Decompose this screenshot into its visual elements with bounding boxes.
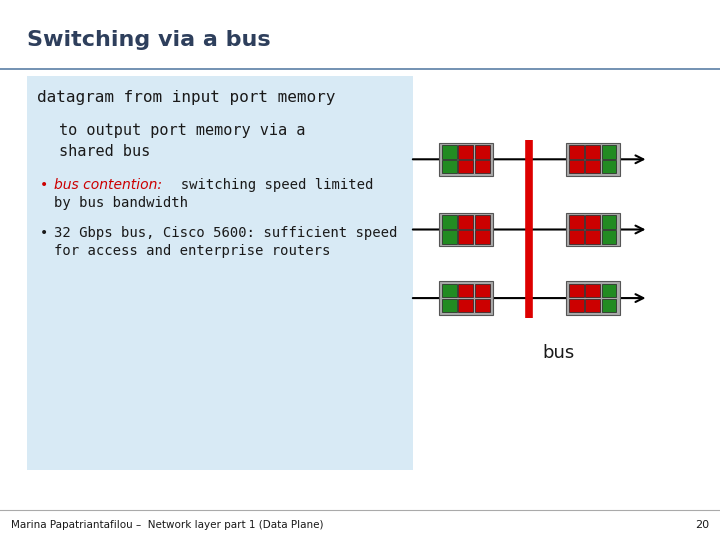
Bar xyxy=(459,215,473,229)
Bar xyxy=(569,215,583,229)
Bar xyxy=(442,284,456,298)
Bar xyxy=(442,145,456,159)
Bar xyxy=(601,299,616,312)
Bar xyxy=(585,299,600,312)
Bar xyxy=(569,160,583,173)
Text: shared bus: shared bus xyxy=(59,144,150,159)
Bar xyxy=(569,145,583,159)
Bar xyxy=(442,230,456,244)
Bar xyxy=(442,215,456,229)
Bar xyxy=(459,145,473,159)
Text: •: • xyxy=(40,226,48,240)
Bar xyxy=(569,299,583,312)
Bar xyxy=(585,215,600,229)
Bar xyxy=(439,213,493,246)
Text: by bus bandwidth: by bus bandwidth xyxy=(54,195,188,210)
Bar xyxy=(459,284,473,298)
Text: bus: bus xyxy=(542,343,574,362)
FancyBboxPatch shape xyxy=(27,76,413,470)
Bar xyxy=(459,230,473,244)
Text: to output port memory via a: to output port memory via a xyxy=(59,123,305,138)
Bar xyxy=(475,215,490,229)
Bar xyxy=(585,284,600,298)
Bar xyxy=(442,299,456,312)
Bar xyxy=(459,299,473,312)
Bar xyxy=(601,230,616,244)
Bar xyxy=(601,145,616,159)
Bar xyxy=(569,230,583,244)
Text: Marina Papatriantafilou –  Network layer part 1 (Data Plane): Marina Papatriantafilou – Network layer … xyxy=(11,520,323,530)
Text: for access and enterprise routers: for access and enterprise routers xyxy=(54,244,330,258)
Text: •: • xyxy=(40,178,48,192)
Bar xyxy=(566,143,619,176)
Text: Switching via a bus: Switching via a bus xyxy=(27,30,271,51)
Text: 32 Gbps bus, Cisco 5600: sufficient speed: 32 Gbps bus, Cisco 5600: sufficient spee… xyxy=(54,226,397,240)
Bar xyxy=(439,143,493,176)
Text: switching speed limited: switching speed limited xyxy=(164,178,374,192)
Bar xyxy=(585,160,600,173)
Bar xyxy=(475,160,490,173)
Bar xyxy=(439,281,493,315)
Bar xyxy=(585,145,600,159)
Bar xyxy=(475,284,490,298)
Bar xyxy=(475,299,490,312)
Bar xyxy=(475,230,490,244)
Bar xyxy=(442,160,456,173)
Bar xyxy=(566,213,619,246)
Text: bus contention:: bus contention: xyxy=(54,178,162,192)
Text: 20: 20 xyxy=(695,520,709,530)
Bar xyxy=(601,160,616,173)
Bar xyxy=(475,145,490,159)
Bar xyxy=(569,284,583,298)
Text: datagram from input port memory: datagram from input port memory xyxy=(37,90,336,105)
Bar xyxy=(601,284,616,298)
Bar xyxy=(566,281,619,315)
Bar xyxy=(585,230,600,244)
Bar xyxy=(459,160,473,173)
Bar xyxy=(601,215,616,229)
